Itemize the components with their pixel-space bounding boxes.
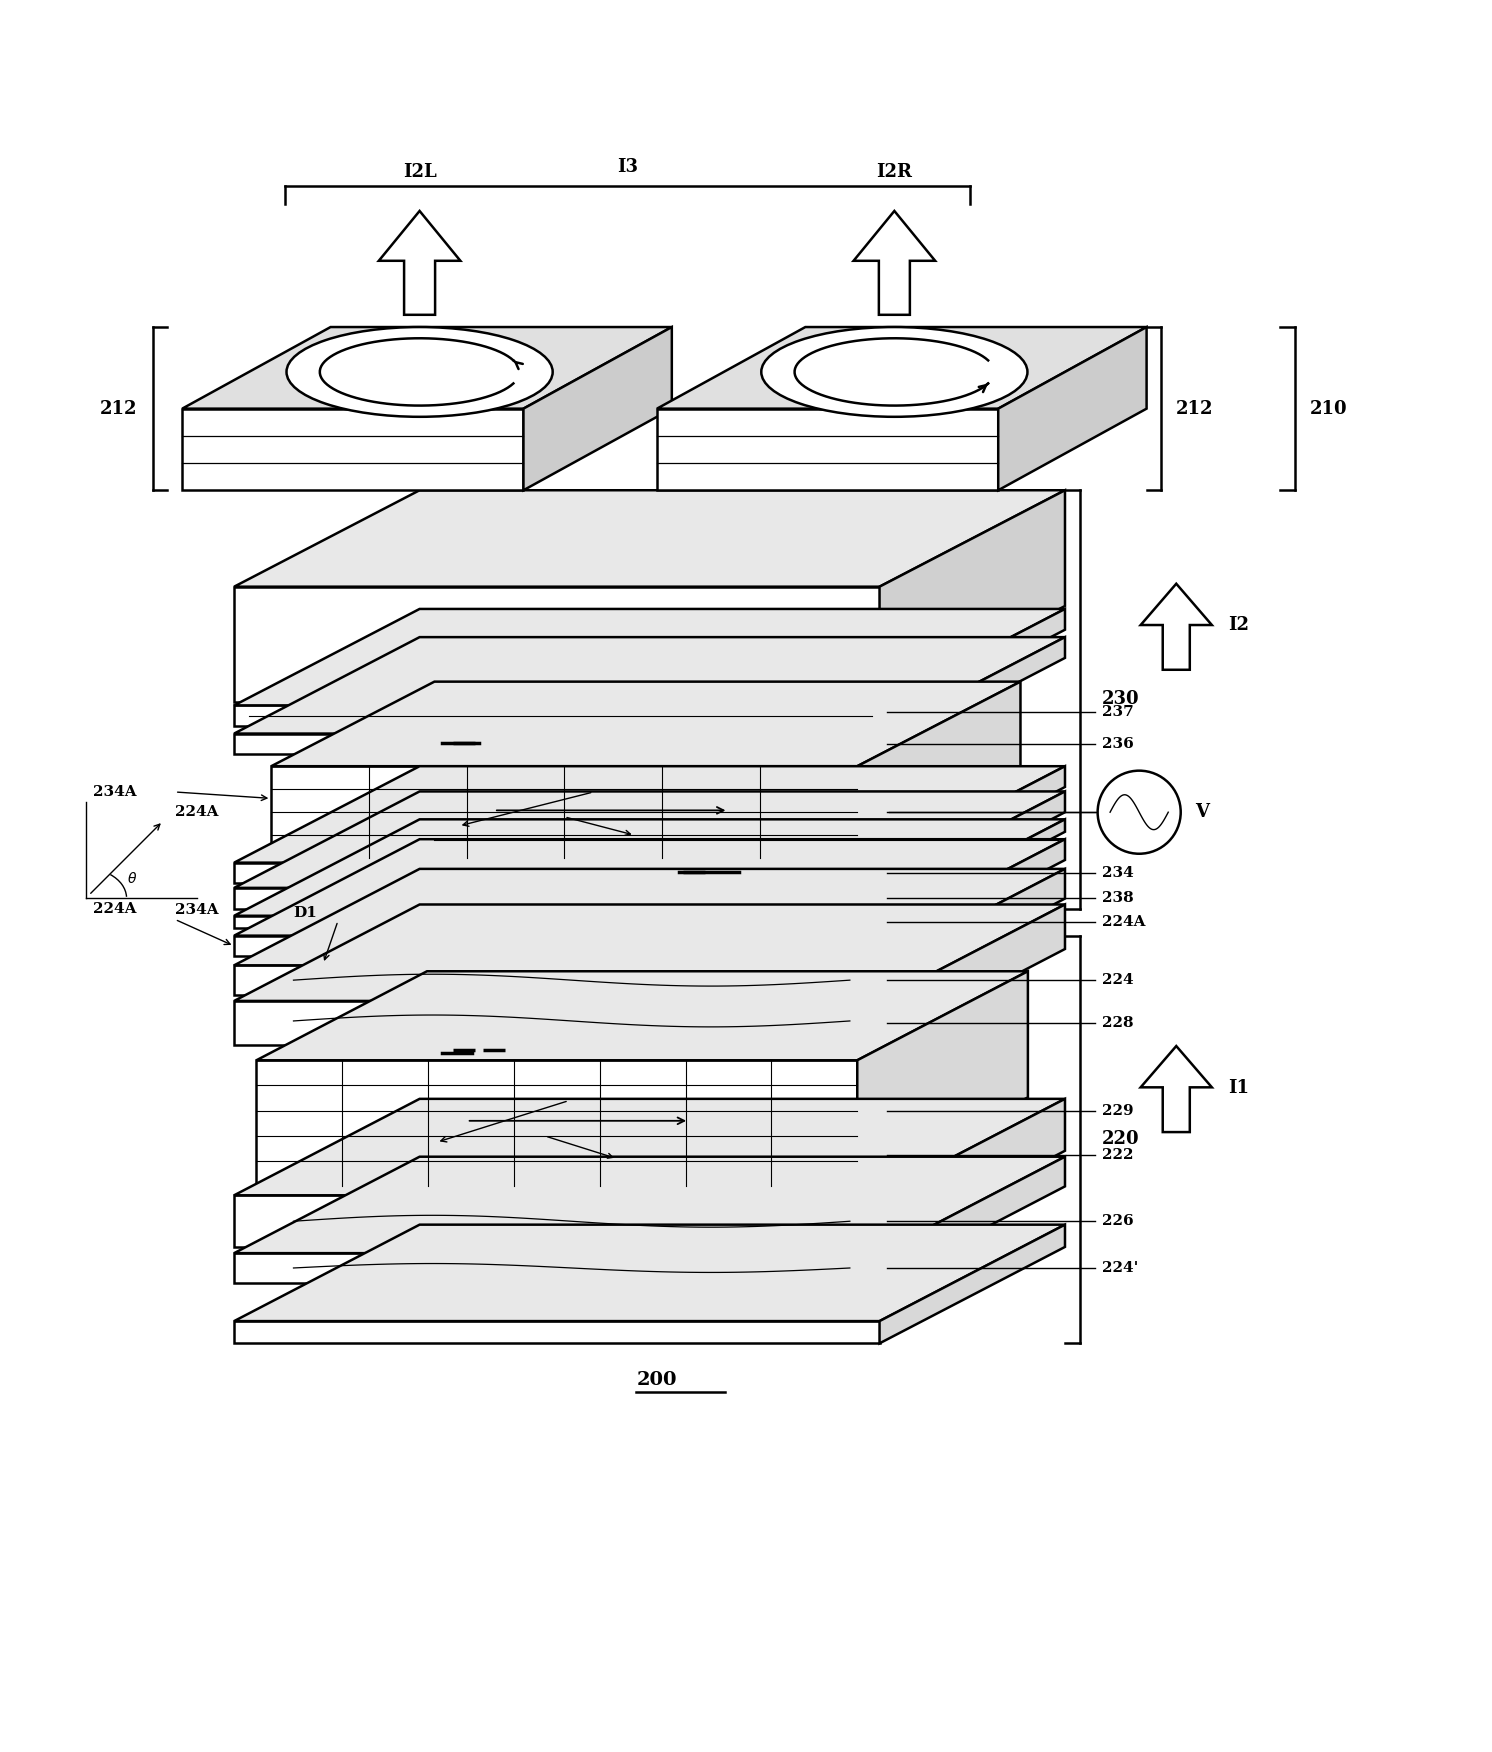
- Text: 232: 232: [1103, 806, 1134, 820]
- Text: 236: 236: [1103, 738, 1134, 752]
- Polygon shape: [234, 1156, 1065, 1253]
- Polygon shape: [234, 610, 1065, 706]
- Polygon shape: [234, 1099, 1065, 1195]
- Polygon shape: [879, 766, 1065, 883]
- Polygon shape: [998, 328, 1146, 491]
- Polygon shape: [234, 491, 1065, 587]
- Polygon shape: [1141, 583, 1212, 669]
- Text: 234: 234: [1103, 865, 1134, 880]
- Ellipse shape: [761, 328, 1028, 417]
- Polygon shape: [234, 766, 1065, 862]
- Polygon shape: [1141, 1046, 1212, 1132]
- Polygon shape: [257, 1060, 858, 1186]
- Text: 212: 212: [100, 399, 137, 417]
- Polygon shape: [379, 210, 461, 315]
- Text: 229: 229: [1103, 1104, 1134, 1118]
- Text: 224: 224: [1103, 972, 1134, 986]
- Polygon shape: [879, 839, 1065, 957]
- Polygon shape: [234, 587, 879, 703]
- Polygon shape: [234, 1321, 879, 1344]
- Polygon shape: [879, 1156, 1065, 1282]
- Text: I2L: I2L: [403, 163, 437, 180]
- Polygon shape: [879, 904, 1065, 1046]
- Polygon shape: [234, 1000, 879, 1046]
- Text: 200: 200: [636, 1372, 677, 1389]
- Polygon shape: [858, 682, 1021, 858]
- Polygon shape: [879, 610, 1065, 725]
- Text: I2R: I2R: [876, 163, 913, 180]
- Polygon shape: [234, 706, 879, 725]
- Polygon shape: [234, 792, 1065, 888]
- Polygon shape: [853, 210, 935, 315]
- Polygon shape: [182, 408, 524, 491]
- Polygon shape: [234, 734, 879, 755]
- Text: 230: 230: [1103, 690, 1140, 708]
- Polygon shape: [656, 328, 1146, 408]
- Text: V: V: [1195, 802, 1210, 822]
- Text: 224A: 224A: [175, 806, 218, 820]
- Text: 224A: 224A: [1103, 915, 1146, 929]
- Polygon shape: [234, 1195, 879, 1247]
- Text: 238: 238: [1103, 892, 1134, 906]
- Text: 234A: 234A: [175, 902, 218, 916]
- Polygon shape: [524, 328, 671, 491]
- Polygon shape: [234, 1253, 879, 1282]
- Polygon shape: [234, 869, 1065, 965]
- Polygon shape: [234, 820, 1065, 916]
- Polygon shape: [234, 965, 879, 995]
- Polygon shape: [234, 904, 1065, 1000]
- Polygon shape: [234, 839, 1065, 936]
- Polygon shape: [234, 888, 879, 909]
- Polygon shape: [879, 869, 1065, 995]
- Text: I3: I3: [616, 158, 637, 175]
- Text: 226: 226: [1103, 1214, 1134, 1228]
- Polygon shape: [234, 638, 1065, 734]
- Polygon shape: [879, 491, 1065, 703]
- Polygon shape: [234, 936, 879, 957]
- Text: 210: 210: [1310, 399, 1347, 417]
- Text: 224A: 224A: [93, 902, 137, 916]
- Text: 224': 224': [1103, 1261, 1138, 1275]
- Polygon shape: [879, 1225, 1065, 1344]
- Polygon shape: [234, 1225, 1065, 1321]
- Polygon shape: [257, 971, 1028, 1060]
- Text: 234A: 234A: [93, 785, 137, 799]
- Text: $\theta$: $\theta$: [127, 871, 137, 887]
- Polygon shape: [234, 916, 879, 929]
- Polygon shape: [272, 766, 858, 858]
- Text: 228: 228: [1103, 1016, 1134, 1030]
- Polygon shape: [858, 971, 1028, 1186]
- Polygon shape: [879, 638, 1065, 755]
- Polygon shape: [879, 792, 1065, 909]
- Text: 237: 237: [1103, 704, 1134, 718]
- Text: 212: 212: [1176, 399, 1214, 417]
- Text: 220: 220: [1103, 1130, 1140, 1149]
- Polygon shape: [879, 1099, 1065, 1247]
- Text: 222: 222: [1103, 1148, 1134, 1162]
- Text: I2: I2: [1228, 617, 1249, 634]
- Polygon shape: [656, 408, 998, 491]
- Polygon shape: [234, 862, 879, 883]
- Polygon shape: [272, 682, 1021, 766]
- Polygon shape: [879, 820, 1065, 929]
- Ellipse shape: [286, 328, 552, 417]
- Circle shape: [1098, 771, 1180, 853]
- Text: I1: I1: [1228, 1079, 1249, 1097]
- Text: D1: D1: [294, 906, 318, 920]
- Polygon shape: [182, 328, 671, 408]
